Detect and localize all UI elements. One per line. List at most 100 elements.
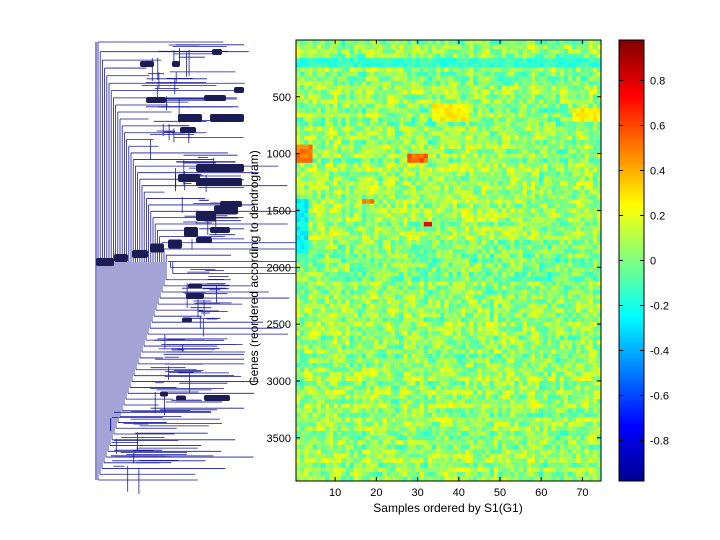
heatmap-cell xyxy=(460,258,466,264)
heatmap-cell xyxy=(493,299,499,305)
heatmap-cell xyxy=(551,94,556,100)
heatmap-cell xyxy=(592,240,598,245)
heatmap-cell xyxy=(526,312,532,318)
heatmap-cell xyxy=(361,235,367,241)
heatmap-cell xyxy=(308,262,313,268)
heatmap-cell xyxy=(337,140,342,145)
heatmap-cell xyxy=(415,267,420,273)
heatmap-cell xyxy=(390,44,396,50)
heatmap-cell xyxy=(588,212,594,218)
heatmap-cell xyxy=(370,290,375,295)
heatmap-cell xyxy=(432,158,437,164)
heatmap-cell xyxy=(419,262,425,268)
heatmap-cell xyxy=(460,185,466,191)
heatmap-cell xyxy=(460,99,466,104)
heatmap-cell xyxy=(328,162,334,168)
heatmap-cell xyxy=(312,49,317,54)
heatmap-cell xyxy=(539,240,544,245)
heatmap-cell xyxy=(399,149,404,154)
heatmap-cell xyxy=(506,103,511,109)
heatmap-cell xyxy=(510,94,515,100)
heatmap-cell xyxy=(386,49,392,54)
heatmap-cell xyxy=(584,262,589,268)
heatmap-cell xyxy=(399,199,404,204)
heatmap-cell xyxy=(419,199,425,204)
heatmap-cell xyxy=(415,226,420,232)
heatmap-cell xyxy=(374,58,379,64)
heatmap-cell xyxy=(382,103,387,109)
heatmap-cell xyxy=(411,262,416,268)
heatmap-cell xyxy=(382,199,387,204)
heatmap-cell xyxy=(485,171,491,177)
heatmap-cell xyxy=(312,135,317,141)
heatmap-cell xyxy=(415,203,420,209)
heatmap-cell xyxy=(526,144,532,150)
heatmap-cell xyxy=(390,258,396,264)
heatmap-cell xyxy=(506,199,511,204)
heatmap-cell xyxy=(535,208,540,214)
heatmap-cell xyxy=(448,271,453,277)
heatmap-cell xyxy=(522,53,528,59)
heatmap-cell xyxy=(580,185,585,191)
heatmap-cell xyxy=(481,217,486,223)
heatmap-cell xyxy=(559,49,565,54)
heatmap-cell xyxy=(341,126,346,132)
heatmap-cell xyxy=(584,240,589,245)
heatmap-cell xyxy=(572,303,577,309)
heatmap-cell xyxy=(506,112,511,118)
heatmap-cell xyxy=(407,44,412,50)
heatmap-cell xyxy=(535,40,540,45)
heatmap-cell xyxy=(353,67,359,73)
heatmap-cell xyxy=(485,208,491,214)
heatmap-cell xyxy=(555,308,561,314)
heatmap-cell xyxy=(328,240,334,245)
heatmap-cell xyxy=(415,58,420,64)
heatmap-cell xyxy=(349,180,354,186)
heatmap-cell xyxy=(580,158,585,164)
heatmap-cell xyxy=(337,290,342,295)
heatmap-cell xyxy=(547,76,552,82)
heatmap-cell xyxy=(415,317,420,323)
heatmap-cell xyxy=(481,108,486,114)
heatmap-cell xyxy=(316,235,322,241)
dendrogram-cluster xyxy=(196,237,212,243)
heatmap-cell xyxy=(493,230,499,236)
heatmap-cell xyxy=(568,262,573,268)
heatmap-cell xyxy=(316,140,322,145)
heatmap-cell xyxy=(493,99,499,104)
heatmap-cell xyxy=(485,180,491,186)
heatmap-cell xyxy=(320,71,326,77)
heatmap-cell xyxy=(440,176,445,182)
heatmap-cell xyxy=(320,203,326,209)
heatmap-cell xyxy=(522,208,528,214)
heatmap-cell xyxy=(357,194,363,200)
heatmap-cell xyxy=(386,94,392,100)
heatmap-cell xyxy=(324,85,330,91)
heatmap-cell xyxy=(419,312,425,318)
heatmap-cell xyxy=(543,290,548,295)
heatmap-cell xyxy=(551,290,556,295)
heatmap-cell xyxy=(440,71,445,77)
heatmap-cell xyxy=(502,285,507,291)
heatmap-cell xyxy=(592,62,598,68)
heatmap-cell xyxy=(308,121,313,127)
heatmap-cell xyxy=(324,103,330,109)
heatmap-cell xyxy=(568,221,573,227)
heatmap-cell xyxy=(522,230,528,236)
heatmap-cell xyxy=(584,267,589,273)
heatmap-cell xyxy=(386,262,392,268)
heatmap-cell xyxy=(320,108,326,114)
heatmap-cell xyxy=(539,235,544,241)
heatmap-cell xyxy=(361,321,367,327)
heatmap-cell xyxy=(390,299,396,305)
heatmap-cell xyxy=(419,40,425,45)
heatmap-cell xyxy=(316,244,322,250)
heatmap-cell xyxy=(415,230,420,236)
heatmap-cell xyxy=(374,149,379,154)
heatmap-cell xyxy=(436,312,441,318)
heatmap-cell xyxy=(555,276,561,282)
heatmap-cell xyxy=(576,190,581,195)
heatmap-cell xyxy=(535,303,540,309)
heatmap-cell xyxy=(394,271,400,277)
heatmap-cell xyxy=(563,103,569,109)
